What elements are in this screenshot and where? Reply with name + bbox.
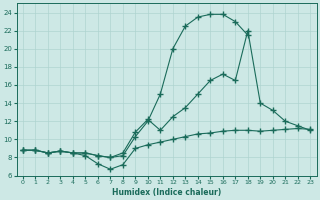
X-axis label: Humidex (Indice chaleur): Humidex (Indice chaleur) — [112, 188, 221, 197]
